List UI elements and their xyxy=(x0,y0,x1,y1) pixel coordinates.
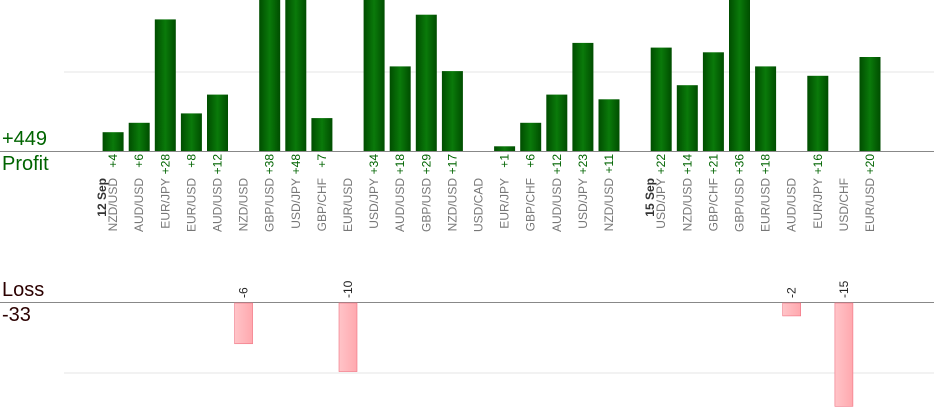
profit-bar xyxy=(598,99,620,151)
profit-bar xyxy=(311,118,333,151)
loss-bar xyxy=(834,302,854,407)
value-label: +20 xyxy=(863,154,877,175)
value-label: +21 xyxy=(706,154,720,175)
pair-label: EUR/USD xyxy=(341,178,355,232)
pair-label: EUR/JPY xyxy=(498,178,512,229)
profit-label: Profit xyxy=(2,153,49,175)
pair-label: USD/JPY xyxy=(576,178,590,229)
date-label: 15 Sep xyxy=(643,178,657,217)
value-label: +48 xyxy=(289,154,303,175)
pair-label: EUR/USD xyxy=(759,178,773,232)
profit-bar xyxy=(441,71,463,151)
pair-label: AUD/USD xyxy=(393,178,407,232)
profit-bar xyxy=(259,0,281,151)
value-label: +12 xyxy=(211,154,225,175)
date-label: 12 Sep xyxy=(95,178,109,217)
axes xyxy=(0,151,934,303)
value-label: +8 xyxy=(184,154,198,168)
loss-label: Loss xyxy=(2,279,45,301)
profit-bar xyxy=(154,19,176,152)
pair-label: USD/JPY xyxy=(367,178,381,229)
pair-label: EUR/JPY xyxy=(811,178,825,229)
profit-bar xyxy=(702,52,724,151)
value-label: +6 xyxy=(132,154,146,168)
profit-bar xyxy=(546,94,568,151)
pair-label: GBP/CHF xyxy=(524,178,538,231)
profit-bar xyxy=(650,47,672,151)
value-label: +18 xyxy=(393,154,407,175)
pair-label: USD/CHF xyxy=(837,178,851,231)
value-label: +6 xyxy=(524,154,538,168)
labels: 12 SepNZD/USD+4AUD/USD+6EUR/JPY+28EUR/US… xyxy=(95,154,877,298)
value-label: +22 xyxy=(654,154,668,175)
pair-label: GBP/USD xyxy=(263,178,277,232)
value-label: +38 xyxy=(263,154,277,175)
profit-bar xyxy=(363,0,385,151)
value-label: +36 xyxy=(733,154,747,175)
bars xyxy=(102,0,881,407)
profit-total: +449 xyxy=(2,128,48,150)
profit-bar xyxy=(807,75,829,151)
pair-label: GBP/USD xyxy=(419,178,433,232)
value-label: +16 xyxy=(811,154,825,175)
loss-bar xyxy=(338,302,358,372)
pair-label: USD/JPY xyxy=(289,178,303,229)
value-label: +12 xyxy=(550,154,564,175)
pair-label: USD/CAD xyxy=(472,178,486,232)
pair-label: EUR/JPY xyxy=(158,178,172,229)
value-label: +11 xyxy=(602,154,616,174)
pair-label: EUR/USD xyxy=(184,178,198,232)
profit-bar xyxy=(128,122,150,151)
pair-label: GBP/USD xyxy=(733,178,747,232)
pair-label: NZD/USD xyxy=(445,178,459,232)
pair-label: GBP/CHF xyxy=(706,178,720,231)
profit-bar xyxy=(415,14,437,152)
value-label: +7 xyxy=(315,154,329,168)
loss-total: -33 xyxy=(2,304,31,326)
profit-bar xyxy=(520,122,542,151)
value-label: +17 xyxy=(445,154,459,175)
loss-bar xyxy=(782,302,802,317)
pair-label: USD/JPY xyxy=(654,178,668,229)
profit-bar xyxy=(859,57,881,151)
value-label: +18 xyxy=(759,154,773,175)
profit-bar xyxy=(207,94,228,151)
pair-label: AUD/USD xyxy=(785,178,799,232)
value-label: -10 xyxy=(341,280,355,298)
profit-bar xyxy=(729,0,750,151)
value-label: +23 xyxy=(576,154,590,175)
pair-label: GBP/CHF xyxy=(315,178,329,231)
value-label: +29 xyxy=(419,154,433,175)
profit-bar xyxy=(755,66,777,151)
loss-bar xyxy=(234,302,253,345)
profit-bar xyxy=(494,146,516,151)
value-label: +14 xyxy=(680,154,694,175)
pair-label: AUD/USD xyxy=(550,178,564,232)
value-label: +1 xyxy=(498,154,512,168)
pair-label: NZD/USD xyxy=(680,178,694,232)
pair-label: NZD/USD xyxy=(106,178,120,232)
profit-bar xyxy=(180,113,202,151)
value-label: -2 xyxy=(785,287,799,298)
pair-label: NZD/USD xyxy=(237,178,251,232)
profit-bar xyxy=(102,132,124,151)
value-label: +34 xyxy=(367,154,381,175)
profit-bar xyxy=(676,85,698,151)
profit-bar xyxy=(285,0,307,151)
value-label: -6 xyxy=(237,287,251,298)
pair-label: EUR/USD xyxy=(863,178,877,232)
profit-bar xyxy=(572,42,594,151)
value-label: -15 xyxy=(837,280,851,298)
pair-label: NZD/USD xyxy=(602,178,616,232)
value-label: +28 xyxy=(158,154,172,175)
pair-label: AUD/USD xyxy=(211,178,225,232)
pair-label: AUD/USD xyxy=(132,178,146,232)
value-label: +4 xyxy=(106,154,120,168)
gridlines xyxy=(64,71,934,374)
profit-bar xyxy=(389,66,411,151)
